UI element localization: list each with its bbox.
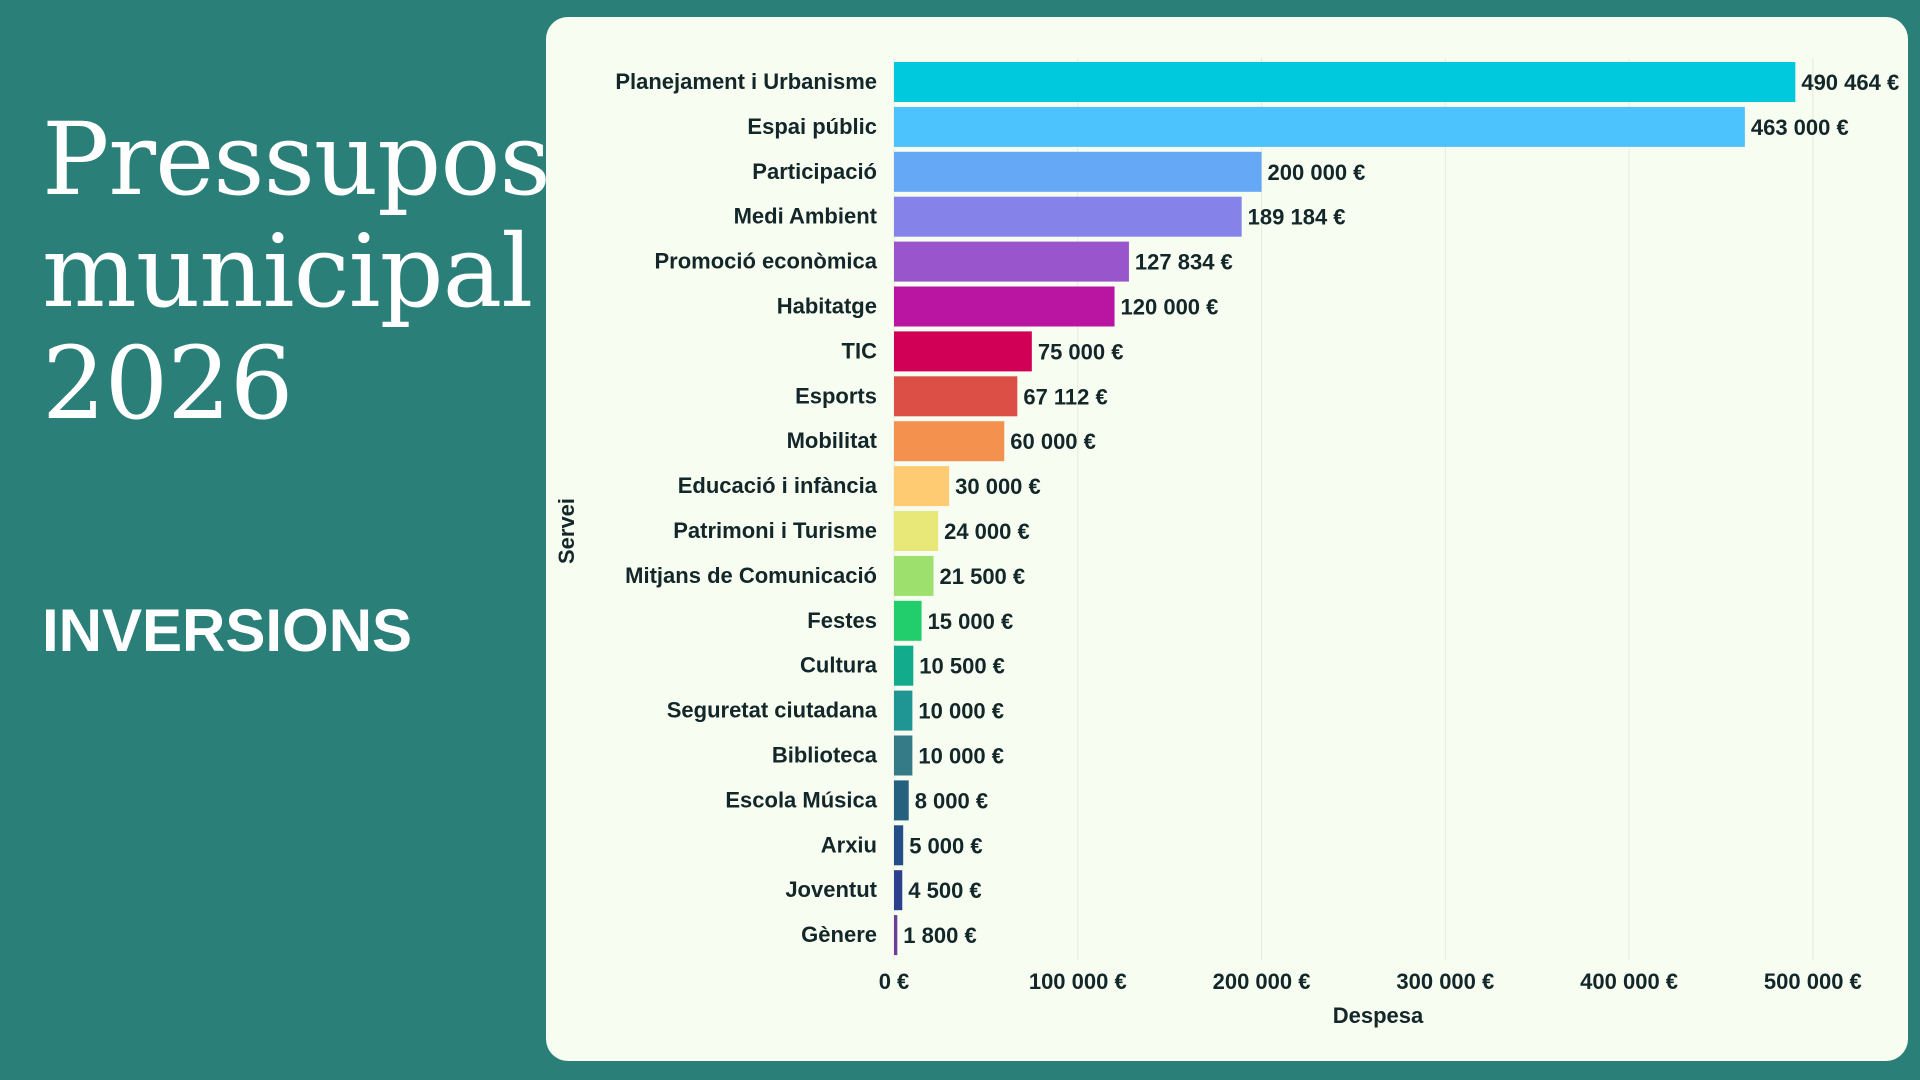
- title-line-2: municipal: [42, 213, 533, 330]
- category-label: Promoció econòmica: [654, 249, 877, 274]
- x-tick-label: 300 000 €: [1396, 969, 1494, 994]
- value-label: 30 000 €: [955, 474, 1041, 499]
- bar: [894, 825, 904, 866]
- category-label: Festes: [807, 608, 877, 633]
- bar: [894, 421, 1005, 462]
- bar: [894, 555, 934, 596]
- value-label: 10 000 €: [918, 744, 1004, 769]
- category-label: Espai públic: [747, 114, 877, 139]
- bar: [894, 376, 1018, 417]
- value-label: 15 000 €: [928, 609, 1014, 634]
- category-label: Esports: [795, 383, 877, 408]
- value-label: 8 000 €: [915, 788, 988, 813]
- category-label: Cultura: [800, 653, 878, 678]
- bar: [894, 286, 1115, 327]
- value-label: 1 800 €: [903, 923, 976, 948]
- value-label: 67 112 €: [1023, 384, 1107, 409]
- section-subtitle: INVERSIONS: [42, 597, 413, 664]
- x-tick-label: 400 000 €: [1580, 969, 1678, 994]
- value-label: 10 500 €: [919, 654, 1005, 679]
- category-label: Seguretat ciutadana: [667, 698, 878, 723]
- chart-card: Planejament i Urbanisme 490 464 € Espai pú…: [546, 17, 1908, 1061]
- x-tick-label: 100 000 €: [1029, 969, 1127, 994]
- bar: [894, 331, 1032, 372]
- bar: [894, 151, 1262, 192]
- value-label: 490 464 €: [1801, 70, 1899, 95]
- value-label: 463 000 €: [1751, 115, 1849, 140]
- value-label: 75 000 €: [1038, 339, 1124, 364]
- bar: [894, 511, 939, 551]
- category-label: Biblioteca: [772, 743, 878, 768]
- category-label: TIC: [842, 338, 878, 363]
- value-label: 5 000 €: [909, 833, 982, 858]
- category-label: Habitatge: [777, 294, 877, 319]
- category-label: Medi Ambient: [734, 204, 878, 229]
- value-label: 127 834 €: [1135, 250, 1233, 275]
- page-title: Pressupost municipal 2026: [42, 101, 590, 442]
- title-line-3: 2026: [42, 325, 294, 442]
- category-label: Patrimoni i Turisme: [673, 518, 877, 543]
- bar: [894, 780, 909, 821]
- category-label: Joventut: [785, 877, 877, 902]
- value-label: 21 500 €: [940, 564, 1026, 589]
- y-axis-title: Servei: [554, 498, 579, 564]
- category-label: Escola Música: [725, 787, 877, 812]
- bar: [894, 600, 922, 641]
- bar: [894, 870, 903, 911]
- x-tick-label: 500 000 €: [1764, 969, 1862, 994]
- bar: [894, 196, 1242, 237]
- bar: [894, 690, 913, 731]
- bar: [894, 241, 1129, 282]
- value-label: 10 000 €: [918, 699, 1004, 724]
- bar: [894, 915, 898, 956]
- bar-chart: Planejament i Urbanisme 490 464 € Espai pú…: [554, 58, 1899, 1028]
- bar: [894, 645, 914, 686]
- x-axis-title: Despesa: [1333, 1003, 1424, 1028]
- bar: [894, 466, 950, 507]
- category-label: Planejament i Urbanisme: [615, 69, 877, 94]
- bar: [894, 735, 913, 776]
- value-label: 200 000 €: [1268, 160, 1366, 185]
- value-label: 60 000 €: [1010, 429, 1096, 454]
- value-label: 189 184 €: [1248, 205, 1346, 230]
- category-label: Mitjans de Comunicació: [625, 563, 877, 588]
- x-tick-label: 0 €: [879, 969, 910, 994]
- category-label: Gènere: [801, 922, 877, 947]
- title-line-1: Pressupost: [42, 101, 590, 218]
- value-label: 4 500 €: [908, 878, 981, 903]
- category-label: Mobilitat: [787, 428, 878, 453]
- category-label: Educació i infància: [678, 473, 878, 498]
- bar: [894, 106, 1745, 147]
- bar: [894, 62, 1796, 102]
- category-label: Participació: [752, 159, 877, 184]
- value-label: 120 000 €: [1121, 295, 1219, 320]
- value-label: 24 000 €: [944, 519, 1030, 544]
- category-label: Arxiu: [821, 832, 877, 857]
- x-tick-label: 200 000 €: [1213, 969, 1311, 994]
